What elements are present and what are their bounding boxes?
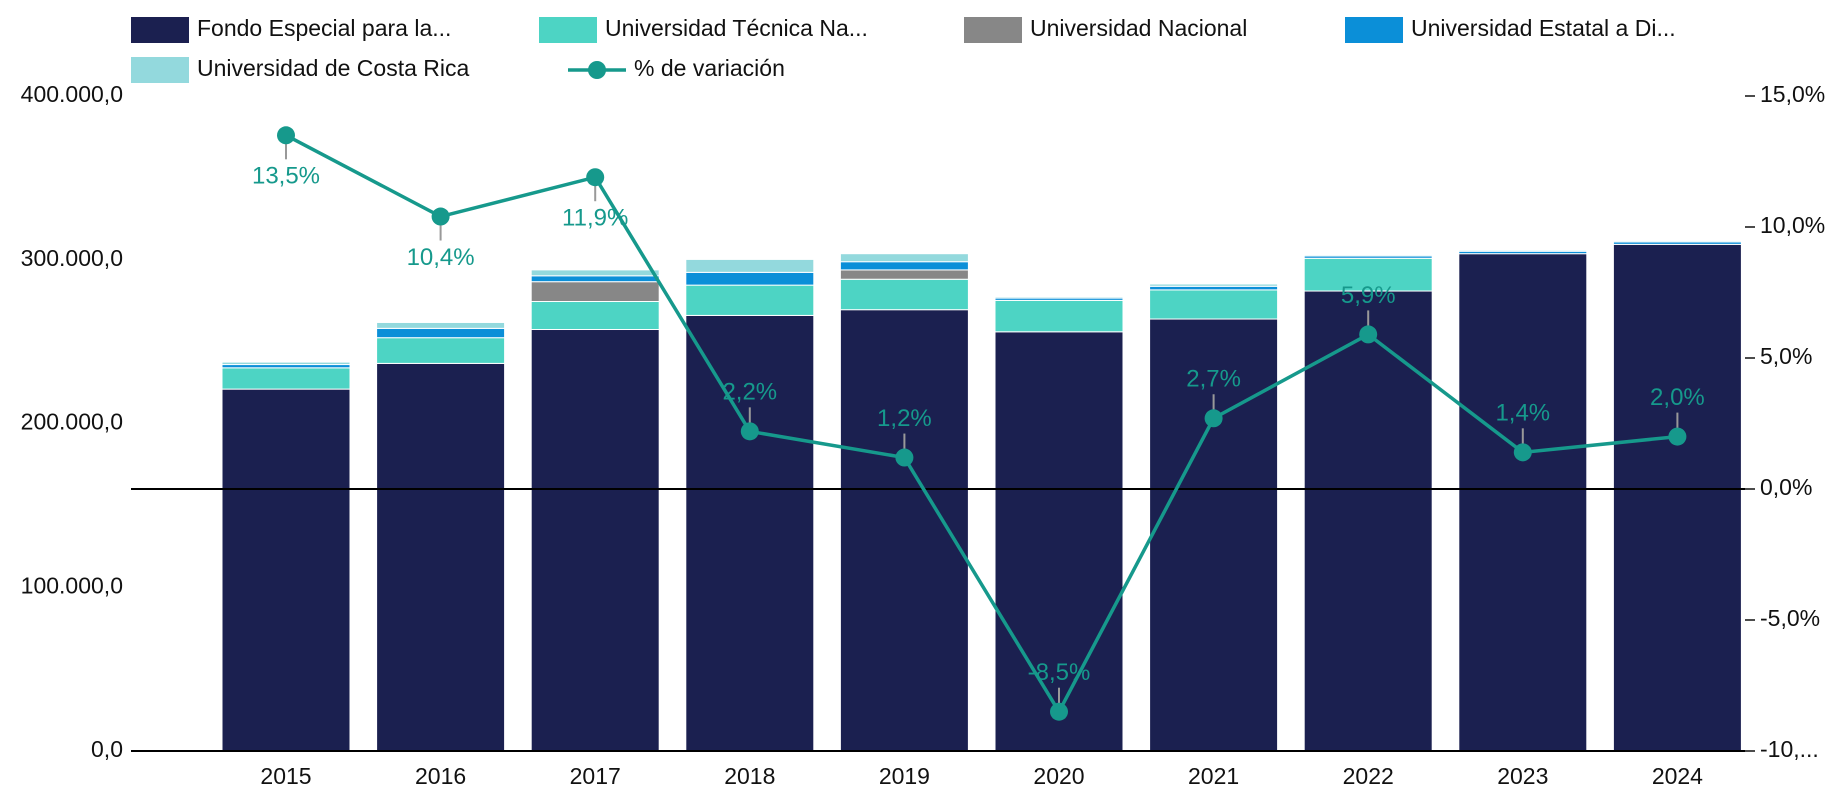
x-tick-label: 2023 [1497,763,1548,789]
bar-segment [994,299,1124,333]
bar-segment [1149,289,1279,320]
bar-segment [530,281,660,303]
bar-segment [839,278,969,311]
legend-swatch [131,57,189,83]
data-label: 5,9% [1341,282,1396,309]
bar-segment [530,329,660,752]
legend-label: Universidad Técnica Na... [605,15,868,41]
y2-tick-label: -5,0% [1760,605,1820,631]
bar-segment [376,362,506,752]
bar-segment [685,258,815,273]
y-tick-label: 400.000,0 [21,81,123,107]
y2-tick-label: 10,0% [1760,212,1825,238]
x-tick-label: 2021 [1188,763,1239,789]
legend-label: % de variación [634,55,785,81]
legend-dot [588,61,606,79]
bar-segment [1458,249,1588,252]
bar-segment [839,253,969,263]
bar-segment [530,301,660,331]
point [431,207,450,226]
bar-segment [376,337,506,364]
line [285,133,1678,716]
bar-segment [1303,257,1433,292]
y-tick-label: 0,0 [91,736,123,762]
y2-tick-label: 15,0% [1760,81,1825,107]
data-label: 2,7% [1186,366,1241,393]
point [586,168,605,187]
bar-segment [530,269,660,277]
data-label: 10,4% [407,244,475,271]
x-tick-label: 2022 [1343,763,1394,789]
bar-segment [685,284,815,316]
x-tick-label: 2019 [879,763,930,789]
legend-swatch [539,17,597,43]
bar-segment [376,321,506,329]
bar-segment [1458,253,1588,752]
bar-segment [376,327,506,339]
data-label: 2,2% [722,379,777,406]
bar-segment [221,361,351,366]
legend-label: Universidad Nacional [1030,15,1247,41]
point [1513,443,1532,462]
point [1359,325,1378,344]
point [1050,702,1068,721]
bar-segment [839,269,969,280]
bar-segment [1612,243,1742,752]
legend-label: Fondo Especial para la... [197,15,451,41]
y-tick-label: 200.000,0 [21,409,123,435]
bar-segment [685,271,815,286]
legend-swatch [964,17,1022,43]
point [895,448,914,467]
data-label: 2,0% [1650,384,1705,411]
x-tick-label: 2015 [260,763,311,789]
point [740,422,759,441]
legend-swatch [1345,17,1403,43]
bar-segment [1149,285,1279,291]
y2-tick-label: 0,0% [1760,474,1812,500]
x-tick-label: 2017 [570,763,621,789]
point [277,126,295,145]
bar-segment [221,388,351,752]
x-tick-label: 2016 [415,763,466,789]
data-label: -8,5% [1028,659,1091,686]
legend-swatch [131,17,189,43]
legend-label: Universidad de Costa Rica [197,55,470,81]
bar-segment [1303,254,1433,257]
x-tick-label: 2024 [1652,763,1703,789]
bar-segment [1149,318,1279,752]
bar-segment [685,314,815,752]
point [1668,427,1687,446]
data-label: 11,9% [562,205,628,232]
y-tick-label: 300.000,0 [21,245,123,271]
y2-tick-label: 5,0% [1760,343,1812,369]
bar-segment [994,331,1124,752]
legend-label: Universidad Estatal a Di... [1411,15,1676,41]
x-tick-label: 2018 [724,763,775,789]
data-label: 1,2% [877,405,932,432]
data-label: 13,5% [252,163,320,190]
bar-segment [1612,240,1742,243]
bar-segment [221,367,351,390]
bar-segment [1149,283,1279,287]
y2-tick-label: -10,... [1760,736,1819,762]
x-tick-label: 2020 [1033,763,1084,789]
bar-segment [994,296,1124,299]
y-tick-label: 100.000,0 [21,572,123,598]
bar-segment [530,275,660,283]
bar-segment [839,261,969,271]
point [1204,409,1223,428]
data-label: 1,4% [1495,400,1550,427]
